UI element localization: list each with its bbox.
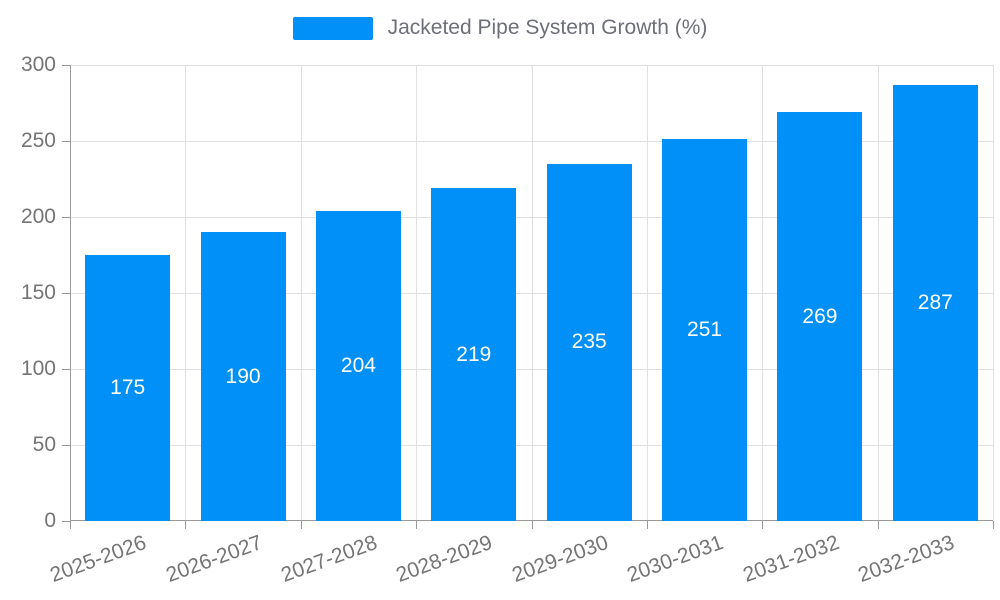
bar-value-label: 269	[802, 304, 838, 328]
gridline-vertical	[416, 65, 418, 521]
y-axis-tick-label: 150	[20, 281, 56, 304]
y-axis-tick	[62, 369, 70, 370]
legend[interactable]: Jacketed Pipe System Growth (%)	[0, 16, 1000, 40]
x-axis-tick	[300, 521, 302, 529]
x-axis-tick-label: 2027-2028	[278, 531, 381, 587]
y-axis-tick-label: 100	[20, 357, 56, 380]
x-axis-tick-label: 2025-2026	[47, 531, 150, 587]
bar[interactable]	[431, 188, 517, 521]
y-axis-tick	[62, 521, 70, 522]
legend-swatch	[292, 16, 373, 40]
bar-value-label: 175	[110, 376, 146, 399]
x-axis-tick	[416, 521, 418, 529]
bar-value-label: 190	[225, 364, 261, 388]
bar-value-label: 251	[687, 318, 723, 342]
y-axis-tick	[62, 445, 70, 446]
x-axis-tick	[531, 521, 533, 529]
y-axis-tick	[62, 65, 70, 66]
x-axis-tick-label: 2028-2029	[393, 531, 496, 587]
y-axis-tick-label: 0	[44, 509, 56, 532]
gridline-vertical	[762, 65, 764, 521]
x-axis-tick	[185, 521, 187, 529]
x-axis-tick	[993, 521, 994, 529]
y-axis-tick-label: 200	[20, 205, 56, 228]
x-axis-tick-label: 2026-2027	[162, 531, 265, 587]
bar-value-label: 287	[917, 290, 953, 314]
x-axis-tick-label: 2032-2033	[854, 531, 958, 587]
bar[interactable]	[315, 210, 401, 521]
bar-value-label: 235	[571, 330, 607, 354]
gridline-vertical	[185, 65, 187, 521]
y-axis-tick-label: 250	[20, 129, 56, 152]
x-axis-tick	[646, 521, 648, 529]
bar[interactable]	[200, 232, 286, 521]
legend-label: Jacketed Pipe System Growth (%)	[387, 16, 708, 39]
y-axis-tick-label: 300	[20, 53, 56, 76]
gridline-vertical	[877, 65, 879, 521]
y-axis-tick-label: 50	[32, 433, 56, 456]
plot-area: 175 190 204 219 235 251 269 287	[70, 65, 994, 521]
gridline-vertical	[993, 65, 994, 521]
bar[interactable]	[85, 255, 171, 521]
y-axis-tick	[62, 217, 70, 218]
y-axis-tick	[62, 293, 70, 294]
gridline-vertical	[531, 65, 533, 521]
y-axis-tick	[62, 141, 70, 142]
x-axis-tick-label: 2031-2032	[739, 531, 842, 587]
gridline-vertical	[300, 65, 302, 521]
bar[interactable]	[546, 163, 632, 521]
bar-value-label: 204	[340, 353, 376, 377]
x-axis-tick-label: 2030-2031	[624, 531, 727, 587]
bar-value-label: 219	[456, 342, 492, 366]
x-axis-tick	[877, 521, 879, 529]
y-axis-line	[70, 65, 71, 521]
x-axis-line	[70, 520, 993, 521]
gridline-vertical	[646, 65, 648, 521]
bar[interactable]	[662, 139, 748, 521]
x-axis-tick	[70, 521, 71, 529]
x-axis-tick-label: 2029-2030	[508, 531, 612, 587]
bar[interactable]	[777, 112, 863, 521]
bar[interactable]	[892, 84, 978, 521]
x-axis-tick	[762, 521, 764, 529]
